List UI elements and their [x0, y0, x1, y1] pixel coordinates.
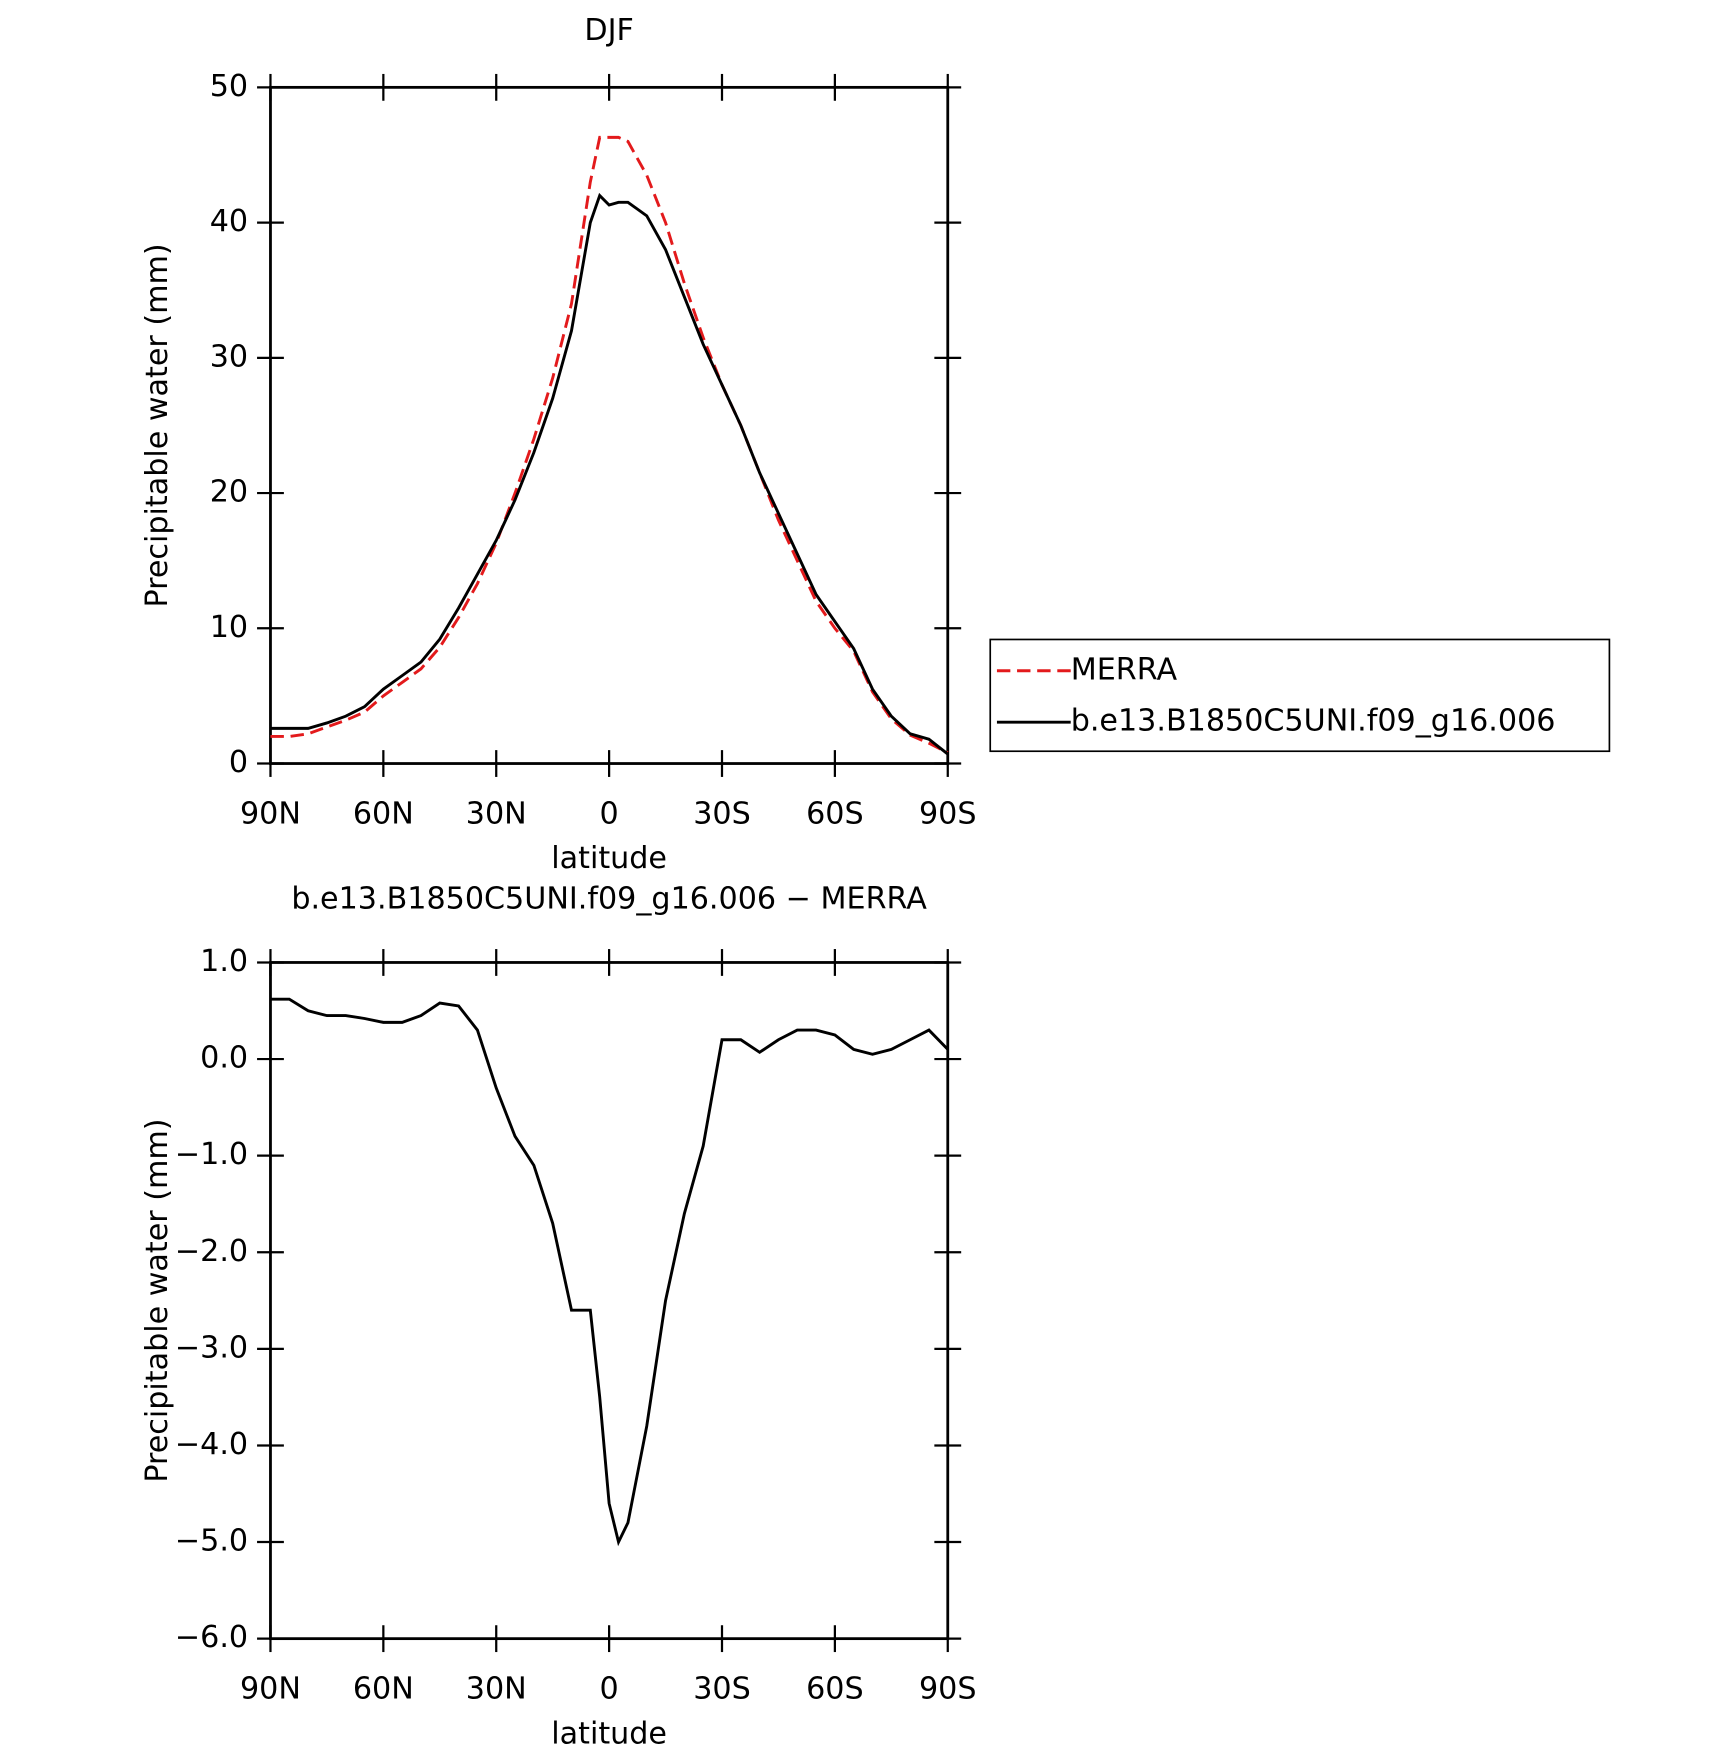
x-tick-label: 90S	[919, 1672, 977, 1707]
y-axis-label: Precipitable water (mm)	[140, 243, 175, 607]
legend-label: b.e13.B1850C5UNI.f09_g16.006	[1071, 704, 1556, 739]
y-tick-label: 20	[210, 475, 248, 510]
y-tick-label: −4.0	[175, 1427, 248, 1462]
y-tick-label: −3.0	[175, 1330, 248, 1365]
series-line	[270, 192, 949, 756]
x-tick-label: 30S	[693, 1672, 751, 1707]
x-tick-label: 60S	[806, 796, 864, 831]
x-tick-label: 0	[600, 1672, 619, 1707]
x-tick-label: 30N	[466, 796, 527, 831]
x-tick-label: 60S	[806, 1672, 864, 1707]
y-tick-label: −6.0	[175, 1620, 248, 1655]
x-tick-label: 60N	[353, 796, 414, 831]
x-tick-label: 60N	[353, 1672, 414, 1707]
y-tick-label: 0	[229, 745, 248, 780]
series-line	[270, 135, 949, 755]
x-tick-label: 90S	[919, 796, 977, 831]
x-tick-label: 90N	[240, 796, 301, 831]
y-axis-label: Precipitable water (mm)	[140, 1118, 175, 1482]
plot-frame	[269, 85, 950, 765]
legend-label: MERRA	[1071, 652, 1178, 687]
x-axis-label: latitude	[551, 841, 667, 876]
series-line	[270, 997, 949, 1547]
y-tick-label: 0.0	[200, 1041, 248, 1076]
y-tick-label: −1.0	[175, 1137, 248, 1172]
y-tick-label: 30	[210, 339, 248, 374]
x-tick-label: 30N	[466, 1672, 527, 1707]
y-tick-label: 50	[210, 69, 248, 104]
x-tick-label: 90N	[240, 1672, 301, 1707]
x-tick-label: 0	[600, 796, 619, 831]
y-tick-label: −5.0	[175, 1524, 248, 1559]
y-tick-label: −2.0	[175, 1234, 248, 1269]
y-tick-label: 40	[210, 204, 248, 239]
plot-frame	[269, 961, 950, 1641]
y-tick-label: 1.0	[200, 944, 248, 979]
x-tick-label: 30S	[693, 796, 751, 831]
chart-title: DJF	[584, 13, 633, 48]
chart-title: b.e13.B1850C5UNI.f09_g16.006 − MERRA	[291, 881, 927, 916]
legend-box	[989, 638, 1611, 753]
y-tick-label: 10	[210, 610, 248, 645]
x-axis-label: latitude	[551, 1716, 667, 1745]
